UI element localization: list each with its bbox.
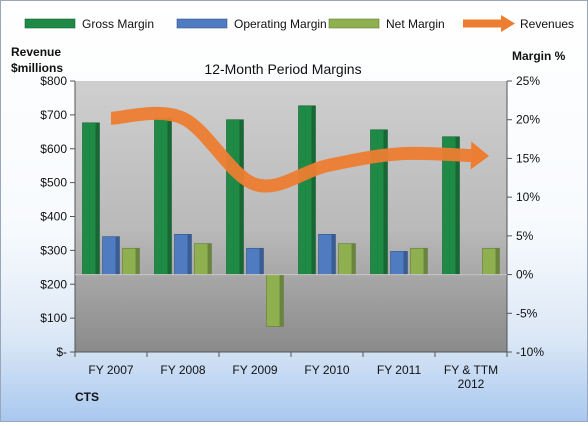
bar-shade-net-margin (424, 248, 428, 274)
revenue-point (471, 155, 472, 156)
category-label: FY 2007 (88, 363, 133, 377)
category-label: FY 2011 (377, 363, 422, 377)
legend: Gross Margin Operating Margin Net Margin Re… (25, 15, 574, 32)
legend-label: Net Margin (386, 17, 445, 31)
right-tick-label: 20% (516, 113, 540, 127)
bar-shade-gross-margin (312, 106, 316, 275)
bar-shade-operating-margin (260, 248, 264, 274)
left-tick-label: $400 (40, 210, 67, 224)
left-axis-title-line1: Revenue (11, 45, 61, 59)
category-label: FY 2009 (232, 363, 277, 377)
right-tick-label: 0% (516, 268, 534, 282)
bar-shade-net-margin (496, 248, 500, 274)
right-tick-label: 10% (516, 190, 540, 204)
bar-shade-net-margin (352, 244, 356, 275)
revenue-point (255, 184, 256, 185)
category-label: FY 2008 (160, 363, 205, 377)
revenue-point (183, 118, 184, 119)
bar-shade-gross-margin (168, 118, 172, 274)
bar-shade-net-margin (280, 275, 284, 327)
legend-swatch-arrow (501, 15, 515, 32)
right-tick-label: -5% (516, 306, 538, 320)
legend-label: Gross Margin (82, 17, 154, 31)
legend-label: Operating Margin (234, 17, 327, 31)
right-tick-label: 5% (516, 229, 534, 243)
legend-swatch (329, 19, 379, 28)
right-axis-title: Margin % (512, 49, 566, 63)
revenue-point (111, 118, 112, 119)
revenue-point (399, 153, 400, 154)
bar-shade-gross-margin (240, 120, 244, 275)
left-tick-label: $500 (40, 176, 67, 190)
left-tick-label: $200 (40, 277, 67, 291)
left-tick-label: $- (56, 345, 67, 359)
legend-swatch (177, 19, 227, 28)
legend-swatch (25, 19, 75, 28)
left-tick-label: $800 (40, 74, 67, 88)
bar-shade-operating-margin (332, 234, 336, 274)
left-tick-label: $700 (40, 108, 67, 122)
left-tick-label: $100 (40, 311, 67, 325)
plot-area: $- $100 $200 $300 $400 $500 $600 $700 $800 -10% -5… (40, 74, 544, 391)
bar-shade-gross-margin (96, 123, 100, 275)
bar-shade-operating-margin (116, 237, 120, 275)
left-tick-label: $600 (40, 142, 67, 156)
company-label: CTS (75, 390, 99, 404)
revenue-point (327, 165, 328, 166)
right-tick-label: -10% (516, 345, 544, 359)
bar-shade-net-margin (136, 248, 140, 274)
bar-shade-operating-margin (404, 251, 408, 274)
chart-title: 12-Month Period Margins (204, 61, 361, 77)
left-axis-title-line2: $millions (11, 61, 63, 75)
right-tick-label: 15% (516, 151, 540, 165)
legend-label: Revenues (520, 17, 574, 31)
right-tick-label: 25% (516, 74, 540, 88)
left-tick-label: $300 (40, 243, 67, 257)
bar-shade-operating-margin (188, 234, 192, 274)
category-label: FY 2010 (304, 363, 349, 377)
bar-shade-net-margin (208, 244, 212, 275)
